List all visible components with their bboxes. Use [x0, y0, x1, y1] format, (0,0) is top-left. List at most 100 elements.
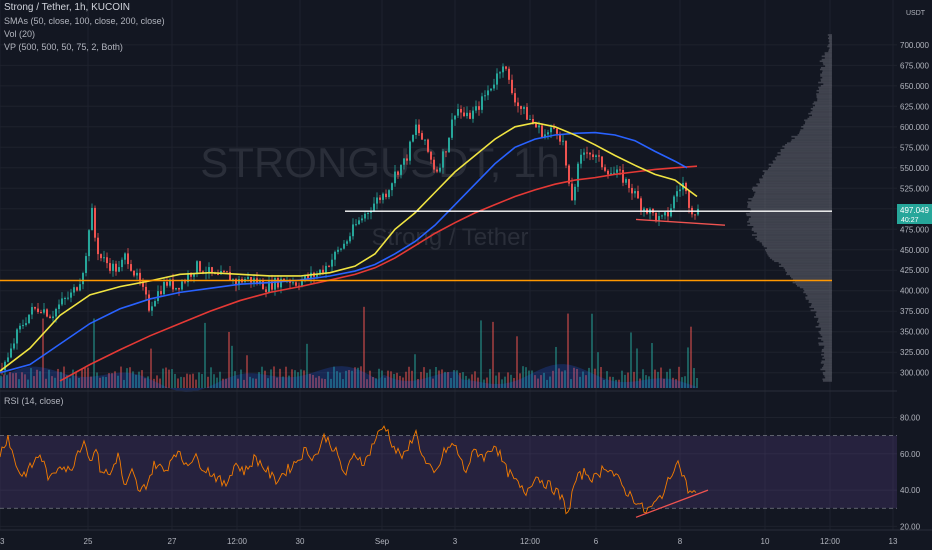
candle-body: [58, 304, 60, 310]
candle-body: [610, 173, 612, 175]
volume-bar: [66, 375, 68, 388]
candle-body: [100, 254, 102, 259]
candle-body: [658, 216, 660, 221]
volume-profile-bar: [774, 260, 832, 263]
volume-bar: [642, 369, 644, 388]
volume-profile-bar: [748, 219, 832, 222]
candle-body: [412, 135, 414, 142]
candle-body: [469, 112, 471, 119]
rsi-legend[interactable]: RSI (14, close): [4, 396, 64, 406]
candle-body: [106, 257, 108, 264]
candle-body: [496, 73, 498, 85]
candle-body: [664, 212, 666, 216]
symbol-legend[interactable]: Strong / Tether, 1h, KUCOIN: [4, 2, 130, 13]
time-tick-label: 6: [594, 537, 599, 546]
volume-bar: [609, 376, 611, 388]
candle-body: [616, 169, 618, 173]
candle-body: [37, 308, 39, 313]
volume-bar: [153, 378, 155, 388]
volume-bar: [630, 332, 632, 388]
candle-body: [76, 287, 78, 291]
volume-profile-bar: [805, 293, 832, 295]
volume-profile-bar: [780, 150, 832, 153]
volume-bar: [675, 379, 677, 388]
volume-bar: [603, 379, 605, 388]
candle-body: [442, 151, 444, 168]
volume-bar: [228, 331, 230, 388]
volume-bar: [90, 376, 92, 388]
volume-profile-bar: [819, 60, 832, 63]
currency-label[interactable]: USDT: [906, 10, 926, 17]
candle-body: [43, 309, 45, 313]
volume-bar: [420, 371, 422, 388]
candle-body: [40, 312, 42, 314]
volume-bar: [9, 372, 11, 388]
volume-profile-bar: [822, 378, 832, 381]
volume-bar: [249, 376, 251, 388]
volume-profile-bar: [823, 63, 832, 66]
volume-profile-bar: [768, 163, 832, 166]
volume-profile-bar: [824, 57, 832, 59]
sma-legend[interactable]: SMAs (50, close, 100, close, 200, close): [4, 16, 165, 26]
volume-profile-bar: [791, 139, 832, 141]
volume-bar: [240, 369, 242, 388]
volume-bar: [162, 368, 164, 388]
drawn-lines[interactable]: [0, 210, 832, 282]
volume-profile-bar: [768, 255, 832, 258]
watermark-name: Strong / Tether: [372, 224, 529, 251]
volume-bar: [618, 379, 620, 388]
volume-profile-bar: [780, 153, 832, 156]
volume-bar: [270, 369, 272, 388]
time-axis[interactable]: 23 25 27 12:00 30 Sep 3 12:00 6 8 10 12:00 13: [0, 537, 898, 546]
volume-bar: [624, 374, 626, 388]
volume-profile-bar: [825, 376, 832, 379]
volume-bar: [360, 366, 362, 388]
candle-body: [148, 294, 150, 311]
volume-profile-bar: [816, 89, 832, 92]
volume-profile-bar: [747, 224, 832, 226]
candle-body: [190, 274, 192, 277]
candle-body: [307, 275, 309, 279]
candle-body: [451, 119, 453, 138]
candle-body: [94, 207, 96, 238]
candle-body: [103, 257, 105, 259]
volume-profile-bar: [818, 330, 832, 333]
volume-bar: [369, 370, 371, 388]
candle-body: [640, 198, 642, 211]
volume-profile-bar: [820, 329, 832, 331]
candle-body: [406, 158, 408, 161]
volume-bar: [285, 366, 287, 388]
volume-profile-bar: [783, 266, 832, 269]
volume-profile-legend[interactable]: VP (500, 500, 50, 75, 2, Both): [4, 42, 123, 52]
volume-profile-bar: [773, 162, 832, 164]
volume-profile-bar: [792, 278, 832, 281]
volume-bar: [12, 373, 14, 388]
volume-profile-bar: [781, 263, 832, 266]
volume-bar: [411, 370, 413, 388]
candle-body: [517, 102, 519, 107]
volume-bar: [534, 375, 536, 388]
volume-legend[interactable]: Vol (20): [4, 29, 36, 39]
volume-profile-bar: [827, 45, 832, 48]
volume-bar: [111, 373, 113, 388]
volume-profile-bar: [750, 207, 832, 210]
candle-body: [535, 123, 537, 128]
volume-bar: [468, 378, 470, 388]
volume-profile-bar: [807, 294, 832, 297]
volume-bar: [597, 352, 599, 388]
candle-body: [457, 108, 459, 116]
candle-body: [631, 187, 633, 194]
candle-body: [127, 253, 129, 265]
candle-body: [364, 213, 366, 219]
candle-body: [397, 171, 399, 175]
volume-bar: [3, 374, 5, 388]
volume-profile-bar: [768, 166, 832, 169]
volume-bar: [273, 366, 275, 388]
volume-profile-bar: [810, 107, 832, 110]
volume-bar: [198, 372, 200, 388]
price-axis[interactable]: 700.000 675.000 650.000 625.000 600.000 575.0…: [897, 0, 932, 531]
volume-bar: [147, 376, 149, 388]
volume-bar: [453, 370, 455, 388]
rsi-tick-label: 60.00: [900, 450, 921, 459]
